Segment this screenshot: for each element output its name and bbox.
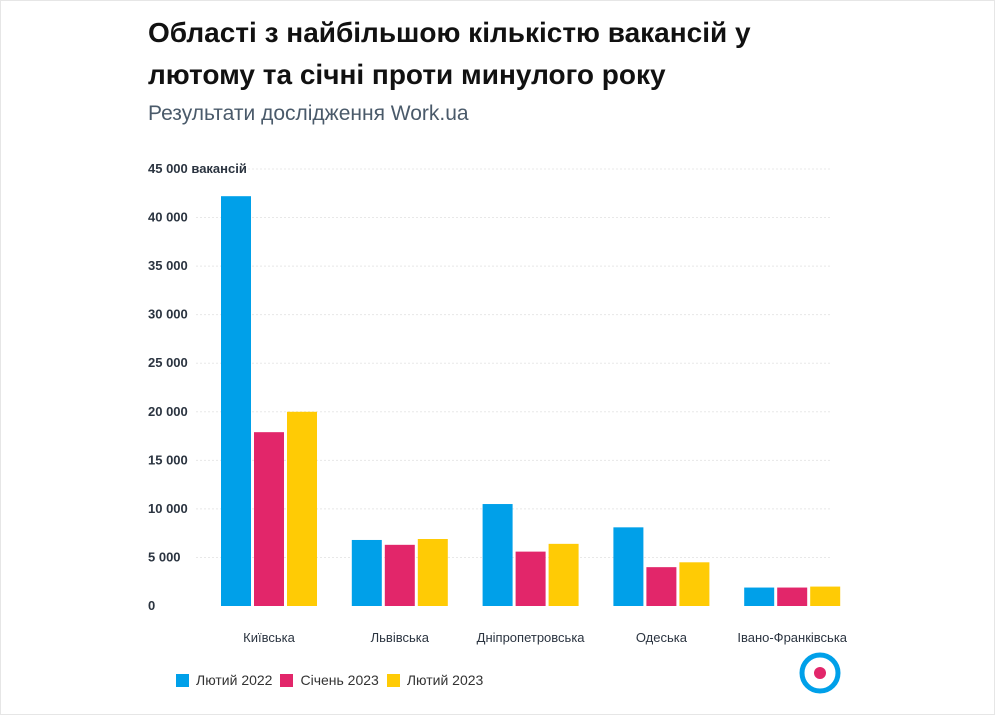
bar-3-1 bbox=[646, 567, 677, 606]
legend-swatch-0 bbox=[176, 673, 189, 687]
chart-subtitle: Результати дослідження Work.ua bbox=[148, 102, 469, 125]
bar-4-1 bbox=[777, 587, 808, 606]
bar-4-0 bbox=[744, 587, 775, 606]
bar-2-2 bbox=[548, 543, 579, 606]
bar-0-1 bbox=[254, 432, 284, 606]
legend-label-1: Січень 2023 bbox=[300, 672, 379, 688]
bar-2-1 bbox=[515, 551, 546, 606]
x-tick-label-1: Львівська bbox=[371, 630, 430, 645]
y-tick-label-3: 15 000 bbox=[148, 452, 188, 467]
y-tick-label-2: 10 000 bbox=[148, 501, 188, 516]
y-tick-label-7: 35 000 bbox=[148, 258, 188, 273]
bar-1-0 bbox=[351, 539, 382, 606]
bar-4-2 bbox=[810, 586, 841, 606]
chart-title: Області з найбільшою кількістю вакансій … bbox=[148, 17, 751, 90]
x-tick-label-0: Київська bbox=[243, 630, 295, 645]
legend-item-2: Лютий 2023 bbox=[386, 672, 484, 688]
x-tick-label-2: Дніпропетровська bbox=[477, 630, 586, 645]
bar-1-2 bbox=[417, 538, 448, 606]
legend: Лютий 2022 Січень 2023 Лютий 2023 bbox=[176, 672, 483, 688]
y-tick-label-4: 20 000 bbox=[148, 404, 188, 419]
y-tick-label-5: 25 000 bbox=[148, 355, 188, 370]
bar-chart: 0 5 000 10 000 15 000 20 000 25 000 30 000 35 0… bbox=[148, 161, 848, 645]
legend-label-2: Лютий 2023 bbox=[406, 672, 484, 688]
y-tick-label-8: 40 000 bbox=[148, 210, 188, 225]
y-tick-label-9: 45 000 вакансій bbox=[148, 161, 247, 176]
workua-logo-icon bbox=[799, 652, 841, 694]
bar-0-2 bbox=[287, 411, 317, 606]
legend-label-0: Лютий 2022 bbox=[196, 672, 273, 688]
x-tick-label-3: Одеська bbox=[636, 630, 688, 645]
x-tick-label-4: Івано-Франківська bbox=[737, 630, 847, 645]
bar-0-0 bbox=[221, 196, 251, 607]
legend-swatch-2 bbox=[386, 673, 400, 687]
legend-item-0: Лютий 2022 bbox=[176, 672, 272, 688]
bar-2-0 bbox=[482, 504, 513, 606]
bar-3-0 bbox=[613, 527, 644, 606]
bar-1-1 bbox=[384, 544, 415, 606]
legend-item-1: Січень 2023 bbox=[280, 672, 379, 688]
legend-swatch-1 bbox=[280, 673, 294, 687]
y-tick-label-0: 0 bbox=[148, 598, 155, 613]
bar-3-2 bbox=[679, 562, 710, 606]
y-tick-label-1: 5 000 bbox=[148, 549, 181, 564]
y-tick-label-6: 30 000 bbox=[148, 307, 188, 322]
